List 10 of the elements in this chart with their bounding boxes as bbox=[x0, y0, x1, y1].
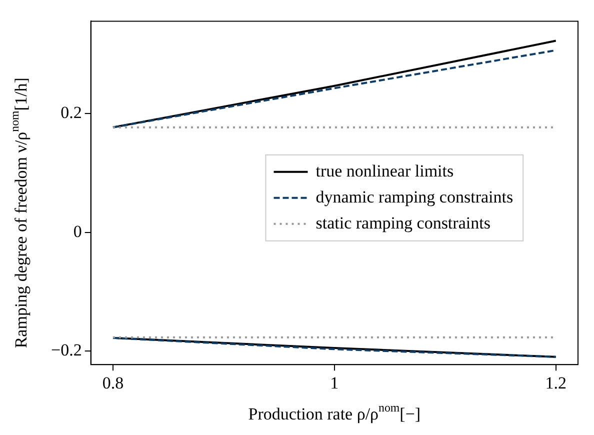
y-tick-label: 0 bbox=[73, 222, 82, 241]
x-tick-label: 1 bbox=[330, 373, 339, 392]
y-tick-label: −0.2 bbox=[50, 340, 82, 360]
legend-label: true nonlinear limits bbox=[316, 161, 454, 180]
x-tick-label: 1.2 bbox=[545, 373, 566, 392]
legend-label: static ramping constraints bbox=[316, 213, 490, 232]
y-tick-label: 0.2 bbox=[60, 103, 82, 122]
legend-label: dynamic ramping constraints bbox=[316, 187, 514, 206]
y-axis-title: Ramping degree of freedom ν/ρnom[1/h] bbox=[7, 78, 30, 348]
x-tick-label: 0.8 bbox=[102, 373, 124, 392]
